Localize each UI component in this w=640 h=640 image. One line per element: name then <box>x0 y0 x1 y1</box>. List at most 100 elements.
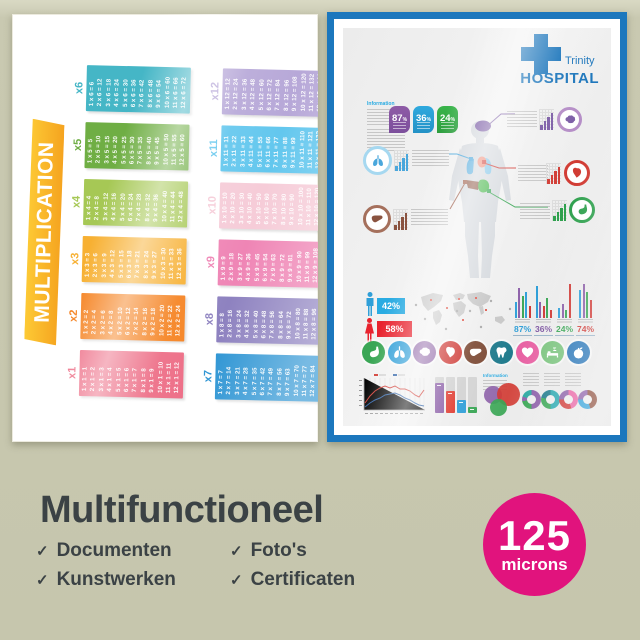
male-percentage: 42% <box>377 298 405 314</box>
mult-equations: 1 x 1 = 1 2 x 1 = 2 3 x 1 = 3 4 x 1 = 4 … <box>80 361 182 394</box>
heart-anatomical-icon <box>438 341 462 364</box>
placeholder-text <box>544 373 560 386</box>
mult-table-x8: x8 1 x 8 = 8 2 x 8 = 16 3 x 8 = 24 4 x 8 … <box>203 296 318 345</box>
feature-documenten: ✓ Documenten <box>36 540 176 562</box>
check-icon: ✓ <box>230 542 243 560</box>
bar-column <box>457 377 466 413</box>
mult-equations: 1 x 10 = 10 2 x 10 = 20 3 x 10 = 30 4 x … <box>221 187 318 226</box>
mult-table-body: 1 x 8 = 8 2 x 8 = 16 3 x 8 = 24 4 x 8 = … <box>216 296 318 345</box>
brain-note-text <box>507 111 537 128</box>
thickness-value: 125 <box>497 511 572 559</box>
brain-mini-chart <box>539 109 554 130</box>
grouped-chart-label: 24% <box>555 324 574 336</box>
mult-table-body: 1 x 1 = 1 2 x 1 = 2 3 x 1 = 3 4 x 1 = 4 … <box>78 349 184 399</box>
mult-equations: 1 x 3 = 3 2 x 3 = 6 3 x 3 = 9 4 x 3 = 12… <box>83 247 184 280</box>
check-icon: ✓ <box>36 571 49 589</box>
donut-chart-4 <box>577 390 597 409</box>
stomach-note-text <box>520 203 550 220</box>
feature-label: Documenten <box>56 540 172 561</box>
hospital-poster-content: Trinity HOSPITAL Information 87% 36% 24% <box>343 28 611 426</box>
liver-mini-chart <box>393 209 408 230</box>
brain-organ-circle <box>557 107 582 132</box>
check-icon: ✓ <box>36 542 49 560</box>
grouped-chart-24%: 24% <box>555 284 574 336</box>
venn-circle-green <box>490 399 507 416</box>
liver-organ-circle <box>363 205 391 233</box>
bar-column <box>468 377 477 413</box>
thickness-unit: microns <box>501 554 568 574</box>
hospital-poster: Trinity HOSPITAL Information 87% 36% 24% <box>327 12 627 442</box>
stomach-mini-chart <box>552 200 567 221</box>
mult-table-body: 1 x 6 = 6 2 x 6 = 12 3 x 6 = 18 4 x 6 = … <box>85 65 191 114</box>
page-title: Multifunctioneel <box>40 489 324 531</box>
placeholder-text <box>523 373 539 386</box>
lungs-icon <box>387 341 411 364</box>
mult-table-header: x4 <box>70 195 83 209</box>
mult-table-body: 1 x 9 = 9 2 x 9 = 18 3 x 9 = 27 4 x 9 = … <box>217 239 318 288</box>
stomach-organ-circle <box>569 197 595 223</box>
feature-label: Certificaten <box>250 569 356 590</box>
female-icon <box>365 318 374 342</box>
line-chart <box>359 374 425 414</box>
mult-equations: 1 x 11 = 11 2 x 11 = 22 3 x 11 = 33 4 x … <box>222 130 318 169</box>
sleep-bed-icon <box>541 341 565 364</box>
mult-equations: 1 x 7 = 7 2 x 7 = 14 3 x 7 = 21 4 x 7 = … <box>216 365 318 397</box>
mult-table-header: x9 <box>205 255 218 269</box>
grouped-chart-36%: 36% <box>534 284 553 336</box>
mult-table-header: x2 <box>67 309 80 323</box>
feature-label: Foto's <box>250 540 307 561</box>
feature-fotos: ✓ Foto's <box>230 540 355 562</box>
mult-table-x2: x2 1 x 2 = 2 2 x 2 = 4 3 x 2 = 6 4 x 2 = … <box>67 293 186 342</box>
mult-equations: 1 x 8 = 8 2 x 8 = 16 3 x 8 = 24 4 x 8 = … <box>218 308 318 340</box>
thickness-badge: 125 microns <box>483 493 586 596</box>
multiplication-poster: MULTIPLICATION x1 1 x 1 = 1 2 x 1 = 2 3 x… <box>12 14 318 442</box>
mult-table-body: 1 x 3 = 3 2 x 3 = 6 3 x 3 = 9 4 x 3 = 12… <box>81 236 187 285</box>
check-icon: ✓ <box>230 571 243 589</box>
heart-organ-circle <box>564 160 590 186</box>
lungs-mini-chart <box>394 150 409 171</box>
heart-icon <box>515 341 539 364</box>
mult-equations: 1 x 6 = 6 2 x 6 = 12 3 x 6 = 18 4 x 6 = … <box>87 76 189 109</box>
mult-table-x4: x4 1 x 4 = 4 2 x 4 = 8 3 x 4 = 12 4 x 4 =… <box>70 179 189 228</box>
mult-equations: 1 x 12 = 12 2 x 12 = 24 3 x 12 = 36 4 x … <box>223 73 318 112</box>
bottom-bar-chart <box>435 377 479 413</box>
mult-table-body: 1 x 4 = 4 2 x 4 = 8 3 x 4 = 12 4 x 4 = 1… <box>83 179 189 228</box>
multiplication-title-banner: MULTIPLICATION <box>24 119 65 346</box>
feature-label: Kunstwerken <box>56 569 176 590</box>
mult-table-header: x11 <box>207 139 221 158</box>
donut-chart-2 <box>540 390 560 409</box>
mult-table-x11: x11 1 x 11 = 11 2 x 11 = 22 3 x 11 = 33 4… <box>207 125 318 174</box>
mult-table-header: x6 <box>73 81 86 95</box>
donut-chart-3 <box>559 390 578 409</box>
information-label-2: Information <box>483 373 508 378</box>
brain-icon <box>413 341 437 364</box>
donut-chart-1 <box>522 390 541 409</box>
mult-table-header: x7 <box>202 369 215 383</box>
lungs-organ-circle <box>363 146 392 175</box>
grouped-chart-74%: 74% <box>576 284 595 336</box>
mult-table-x10: x10 1 x 10 = 10 2 x 10 = 20 3 x 10 = 30 4… <box>206 182 318 231</box>
heart-mini-chart <box>546 163 561 184</box>
mult-table-body: 1 x 7 = 7 2 x 7 = 14 3 x 7 = 21 4 x 7 = … <box>214 353 318 402</box>
mult-table-body: 1 x 5 = 5 2 x 5 = 10 3 x 5 = 15 4 x 5 = … <box>84 122 190 171</box>
placeholder-text <box>565 373 581 386</box>
mult-table-x5: x5 1 x 5 = 5 2 x 5 = 10 3 x 5 = 15 4 x 5 … <box>71 122 190 171</box>
tables-row-1-6: x1 1 x 1 = 1 2 x 1 = 2 3 x 1 = 3 4 x 1 = … <box>66 65 191 399</box>
liver-note-text <box>411 209 448 226</box>
grouped-chart-label: 74% <box>576 324 595 336</box>
apple-icon <box>566 341 590 364</box>
mult-table-x1: x1 1 x 1 = 1 2 x 1 = 2 3 x 1 = 3 4 x 1 = … <box>66 349 184 399</box>
bar-column <box>446 377 455 413</box>
tooth-icon <box>489 341 513 364</box>
grouped-chart-label: 87% <box>513 324 532 336</box>
multiplication-title: MULTIPLICATION <box>30 141 58 323</box>
mult-equations: 1 x 5 = 5 2 x 5 = 10 3 x 5 = 15 4 x 5 = … <box>86 133 187 166</box>
mult-equations: 1 x 2 = 2 2 x 2 = 4 3 x 2 = 6 4 x 2 = 8 … <box>82 304 183 337</box>
grouped-chart-87%: 87% <box>513 284 532 336</box>
mult-table-header: x5 <box>71 138 85 152</box>
grouped-chart-label: 36% <box>534 324 553 336</box>
mult-table-header: x1 <box>66 366 79 380</box>
mult-table-x6: x6 1 x 6 = 6 2 x 6 = 12 3 x 6 = 18 4 x 6 … <box>73 65 191 114</box>
bar-column <box>435 377 444 413</box>
mult-table-body: 1 x 11 = 11 2 x 11 = 22 3 x 11 = 33 4 x … <box>220 125 318 174</box>
